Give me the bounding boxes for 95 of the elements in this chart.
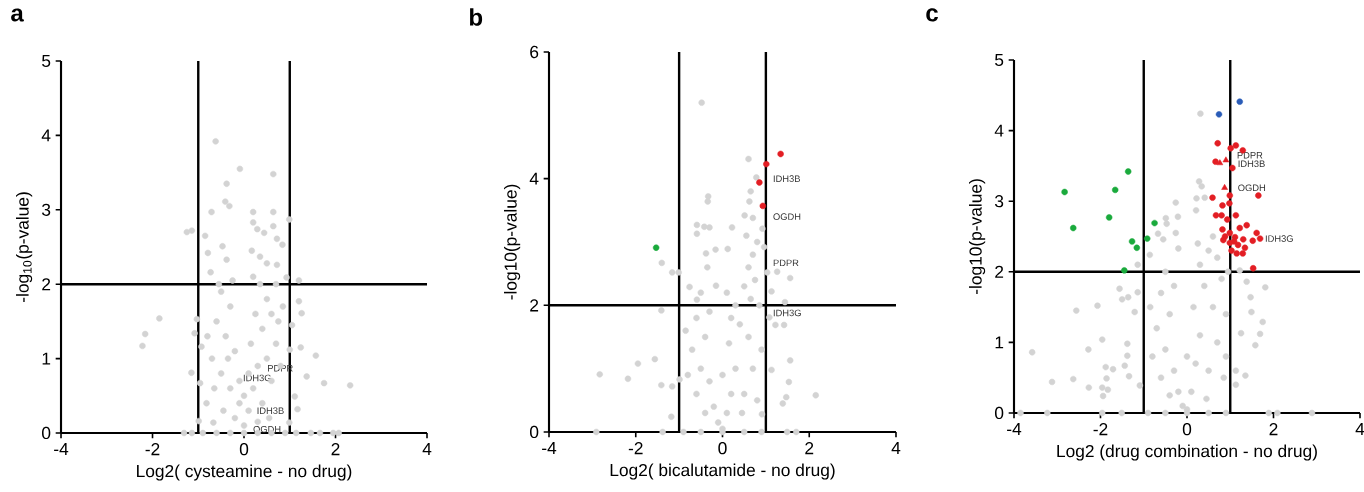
point [1221, 184, 1228, 190]
point [1227, 145, 1234, 152]
y-tick-label: 5 [995, 53, 1004, 67]
point [1233, 250, 1240, 257]
x-tick-label: -2 [1093, 423, 1108, 436]
point [1218, 212, 1225, 219]
point [1236, 98, 1243, 105]
point [652, 244, 660, 251]
point [1144, 235, 1151, 242]
y-tick-label: 4 [41, 129, 51, 142]
point [1061, 188, 1068, 196]
x-tick-label: 2 [805, 442, 814, 455]
point [1229, 164, 1236, 172]
y-tick-label: 1 [42, 352, 51, 365]
point [1214, 140, 1221, 147]
y-tick-label: 3 [42, 203, 51, 216]
point [1209, 194, 1216, 201]
x-tick-label: 2 [331, 443, 340, 456]
x-tick-label: -4 [54, 443, 69, 455]
point [1236, 224, 1243, 232]
point [1240, 236, 1247, 243]
x-tick-label: 0 [718, 442, 727, 455]
y-tick-label: 3 [994, 195, 1004, 208]
y-tick-label: 0 [994, 406, 1004, 420]
point [1219, 226, 1226, 233]
x-axis-title: Log2( bicalutamide - no drug) [610, 463, 835, 480]
point [1226, 192, 1234, 199]
point [1128, 238, 1136, 245]
point [1239, 250, 1246, 257]
y-tick-label: 2 [530, 299, 539, 312]
y-axis-title: -log10(p-value) [969, 179, 986, 295]
x-tick-label: -2 [145, 443, 160, 456]
point [1256, 235, 1264, 242]
point [1105, 214, 1113, 221]
point [1124, 168, 1132, 175]
x-tick-label: 0 [239, 443, 249, 456]
y-tick-label: 6 [530, 45, 539, 59]
y-tick-label: 4 [994, 124, 1004, 137]
point [1151, 219, 1158, 227]
chart-title: c [926, 8, 938, 22]
x-tick-label: 4 [891, 442, 901, 454]
point [1121, 267, 1128, 274]
annotation: OGDH [773, 213, 801, 220]
point [1226, 200, 1233, 207]
annotation: IDH3G [773, 309, 801, 317]
x-axis-title: Log2 (drug combination - no drug) [1057, 444, 1317, 461]
point [763, 160, 770, 168]
point [1219, 202, 1226, 209]
x-tick-label: 2 [1269, 423, 1278, 436]
point [1220, 236, 1227, 244]
point [1070, 224, 1077, 232]
point [1212, 212, 1220, 219]
x-tick-label: 4 [422, 443, 432, 455]
annotation: OGDH [1238, 184, 1266, 192]
annotation: PDPR [1237, 152, 1263, 159]
x-tick-label: -4 [542, 442, 557, 454]
y-tick-label: 4 [529, 172, 539, 185]
x-axis-title: Log2( cysteamine - no drug) [137, 464, 352, 481]
point [1232, 212, 1240, 219]
point [1249, 265, 1257, 272]
x-tick-label: 0 [1182, 423, 1192, 436]
point [1224, 216, 1231, 223]
point [1222, 156, 1230, 163]
point [1243, 221, 1250, 229]
x-tick-label: 4 [1355, 423, 1364, 435]
x-tick-label: -2 [628, 442, 643, 455]
point [777, 150, 784, 158]
y-tick-label: 2 [995, 265, 1004, 278]
point [1226, 229, 1234, 237]
y-tick-label: 2 [42, 278, 51, 291]
annotation: IDH3B [773, 175, 800, 182]
annotation: PDPR [773, 259, 799, 267]
point [1249, 237, 1256, 244]
y-tick-label: 5 [42, 54, 51, 68]
chart-title: b [470, 8, 483, 26]
chart-title: a [11, 8, 24, 22]
annotation: IDH3B [1238, 160, 1265, 168]
point [759, 202, 767, 210]
y-axis-title: -log10(p-value) [504, 184, 521, 300]
point [1112, 186, 1119, 194]
point [1216, 159, 1224, 166]
point [1255, 192, 1262, 199]
point [1228, 247, 1235, 254]
point [1230, 238, 1238, 245]
point [1232, 142, 1240, 149]
point [1215, 111, 1223, 118]
x-tick-label: -4 [1007, 423, 1022, 435]
point [1241, 244, 1249, 251]
point [1253, 229, 1260, 237]
point [756, 179, 763, 186]
point [1133, 244, 1141, 251]
y-tick-label: 1 [995, 336, 1004, 349]
annotation: IDH3G [1265, 235, 1293, 242]
annotation: IDH3B [257, 407, 284, 414]
y-axis-title: -log$_{10}$(p-value) [16, 192, 33, 302]
